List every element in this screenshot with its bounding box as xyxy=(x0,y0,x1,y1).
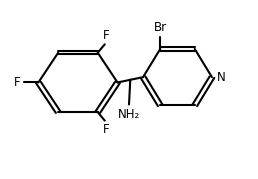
Text: F: F xyxy=(103,29,109,42)
Text: Br: Br xyxy=(154,21,167,34)
Text: N: N xyxy=(216,71,225,84)
Text: NH₂: NH₂ xyxy=(118,108,140,121)
Text: F: F xyxy=(14,76,21,89)
Text: F: F xyxy=(103,123,109,136)
